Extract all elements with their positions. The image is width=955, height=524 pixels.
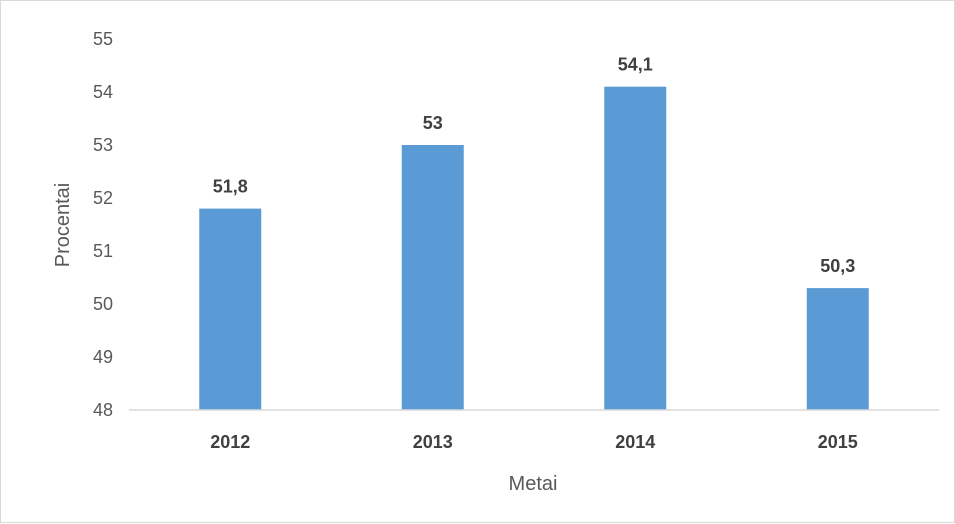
x-tick-label-2015: 2015 xyxy=(818,432,858,452)
data-label-2013: 53 xyxy=(423,113,443,133)
bar-2013 xyxy=(401,145,464,410)
bar-2015 xyxy=(806,288,869,410)
x-tick-label-2012: 2012 xyxy=(210,432,250,452)
data-label-2014: 54,1 xyxy=(618,55,653,75)
x-tick-label-2013: 2013 xyxy=(413,432,453,452)
x-axis-title: Metai xyxy=(509,473,558,495)
y-tick-label: 53 xyxy=(93,135,113,155)
data-label-2015: 50,3 xyxy=(820,256,855,276)
y-tick-label: 54 xyxy=(93,82,113,102)
y-tick-label: 51 xyxy=(93,241,113,261)
bar-2014 xyxy=(604,86,667,410)
y-tick-label: 52 xyxy=(93,188,113,208)
y-tick-label: 49 xyxy=(93,347,113,367)
y-tick-label: 50 xyxy=(93,294,113,314)
y-axis-ticks: 48 49 50 51 52 53 54 55 xyxy=(93,29,113,420)
bars xyxy=(199,86,869,410)
x-tick-label-2014: 2014 xyxy=(615,432,655,452)
data-labels: 51,8 53 54,1 50,3 xyxy=(213,55,856,276)
data-label-2012: 51,8 xyxy=(213,177,248,197)
x-axis-categories: 2012 2013 2014 2015 xyxy=(210,432,858,452)
bar-2012 xyxy=(199,208,262,410)
y-axis-title: Procentai xyxy=(52,183,74,268)
y-tick-label: 55 xyxy=(93,29,113,49)
y-tick-label: 48 xyxy=(93,400,113,420)
